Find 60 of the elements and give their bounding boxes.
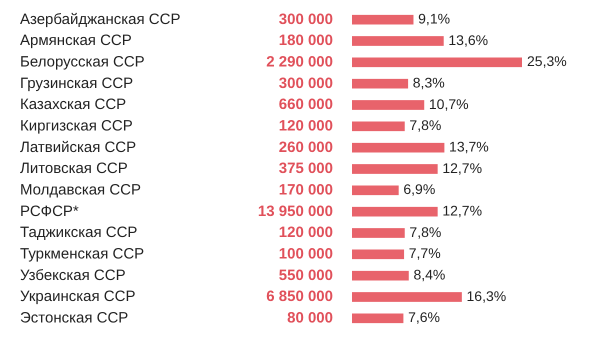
bar: [352, 164, 438, 174]
y-tick-label: Молдавская ССР: [20, 181, 142, 198]
bar: [352, 36, 444, 46]
y-tick-label: Таджикская ССР: [20, 224, 138, 242]
y-tick-label: Киргизская ССР: [20, 117, 133, 134]
y-tick-label: Латвийская ССР: [20, 138, 136, 156]
y-tick-label: РСФСР*: [20, 202, 79, 220]
y-tick-label: Украинская ССР: [20, 288, 136, 306]
data-label: 12,7%: [442, 202, 482, 219]
bar: [352, 292, 462, 302]
text: 660 000: [278, 96, 333, 114]
data-label: 8,4%: [413, 266, 446, 283]
y-tick-label: Эстонская ССР: [20, 309, 128, 326]
text: 120 000: [278, 224, 333, 242]
y-tick-label: Азербайджанская ССР: [20, 10, 180, 28]
bar: [352, 122, 405, 132]
text: 6 850 000: [266, 288, 333, 306]
text: 2 290 000: [266, 53, 333, 70]
data-label: 8,3%: [412, 74, 445, 91]
text: 260 000: [278, 138, 333, 156]
bar: [352, 142, 444, 152]
text: 170 000: [278, 181, 333, 198]
data-label: 16,3%: [466, 288, 506, 304]
data-label: 10,7%: [428, 96, 469, 112]
bar: [352, 186, 399, 196]
data-label: 13,7%: [449, 138, 489, 155]
y-tick-label: Литовская ССР: [20, 160, 128, 178]
text: 300 000: [278, 74, 333, 92]
bar: [352, 250, 404, 260]
text: 300 000: [278, 10, 333, 28]
text: 120 000: [278, 117, 333, 134]
bar: [352, 270, 409, 280]
data-label: 25,3%: [527, 53, 567, 70]
bar: [352, 78, 408, 88]
bar: [352, 206, 438, 216]
text: 13 950 000: [258, 202, 333, 220]
data-label: 6,9%: [403, 181, 436, 198]
y-tick-label: Узбекская ССР: [20, 266, 126, 284]
text: 80 000: [287, 309, 333, 326]
data-label: 9,1%: [418, 10, 450, 27]
data-label: 7,8%: [409, 224, 442, 240]
y-tick-label: Грузинская ССР: [20, 74, 134, 92]
text: 375 000: [278, 160, 333, 178]
y-tick-label: Белорусская ССР: [20, 53, 145, 70]
bar: [352, 100, 424, 110]
data-label: 13,6%: [448, 32, 488, 48]
text: 180 000: [278, 32, 333, 50]
bar: [352, 58, 522, 68]
y-tick-label: Туркменская ССР: [20, 245, 144, 262]
text: 550 000: [278, 266, 333, 284]
data-label: 12,7%: [442, 160, 482, 176]
y-tick-label: Армянская ССР: [20, 32, 132, 50]
bar: [352, 314, 404, 324]
data-label: 7,7%: [408, 245, 441, 262]
bar: [352, 228, 405, 238]
bar: [352, 14, 414, 24]
text: 100 000: [278, 245, 333, 262]
data-label: 7,6%: [408, 309, 440, 326]
data-label: 7,8%: [409, 117, 442, 134]
y-tick-label: Казахская ССР: [20, 96, 126, 114]
